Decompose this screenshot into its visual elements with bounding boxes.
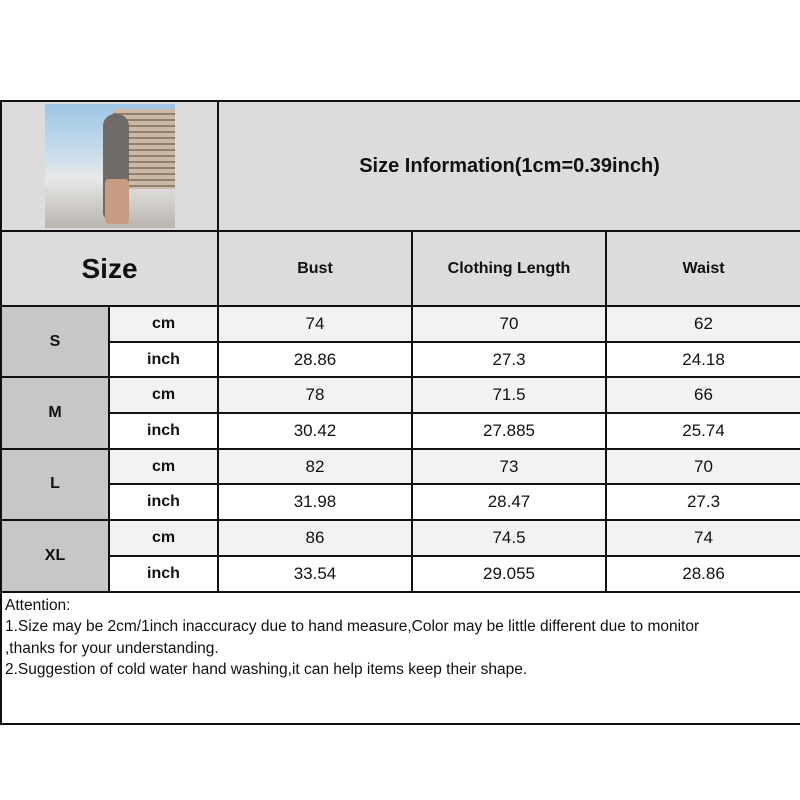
attention-line: Attention: (5, 596, 71, 614)
measurement-cell: 29.055 (411, 554, 607, 593)
size-chart-table: Size Information(1cm=0.39inch) Size Bust… (0, 100, 800, 725)
attention-line: 1.Size may be 2cm/1inch inaccuracy due t… (5, 618, 700, 635)
unit-label: cm (108, 447, 219, 486)
measurement-cell: 33.54 (217, 554, 413, 593)
measurement-cell: 73 (411, 447, 607, 486)
attention-line: 2.Suggestion of cold water hand washing,… (5, 661, 528, 678)
unit-label: inch (108, 412, 219, 450)
measurement-cell: 27.3 (411, 340, 607, 379)
measurement-cell: 30.42 (217, 412, 413, 450)
unit-label: cm (108, 376, 219, 415)
table-row: XL cm 86 74.5 74 (0, 519, 800, 593)
measurement-cell: 78 (217, 376, 413, 415)
unit-label: inch (108, 340, 219, 379)
column-header-clothing-length: Clothing Length (411, 230, 607, 307)
measurement-cell: 27.3 (604, 483, 800, 522)
measurement-cell: 74.5 (411, 519, 607, 557)
unit-label: inch (108, 483, 219, 522)
measurement-cell: 25.74 (604, 412, 800, 450)
measurement-cell: 28.47 (411, 483, 607, 522)
column-header-bust: Bust (217, 230, 413, 307)
size-label: S (0, 304, 110, 379)
size-label: M (0, 376, 110, 450)
table-row: inch 31.98 28.47 27.3 (1, 483, 800, 522)
product-photo-cell (0, 100, 219, 232)
measurement-cell: 86 (217, 519, 413, 557)
measurement-cell: 70 (411, 305, 607, 343)
size-label: L (0, 447, 110, 522)
measurement-cell: 71.5 (411, 376, 607, 415)
chart-title: Size Information(1cm=0.39inch) (216, 100, 800, 232)
measurement-cell: 62 (604, 305, 800, 343)
unit-label: cm (108, 519, 219, 557)
measurement-cell: 74 (217, 305, 413, 343)
measurement-cell: 28.86 (217, 340, 413, 379)
size-header: Size (0, 230, 219, 307)
measurement-cell: 70 (604, 447, 800, 486)
measurement-cell: 24.18 (604, 340, 800, 379)
table-row: inch 30.42 27.885 25.74 (1, 412, 800, 450)
measurement-cell: 66 (604, 376, 800, 415)
measurement-cell: 74 (604, 519, 800, 557)
table-row: inch 28.86 27.3 24.18 (1, 340, 800, 379)
column-header-waist: Waist (604, 230, 800, 307)
measurement-cell: 27.885 (411, 412, 607, 450)
product-photo (44, 104, 175, 228)
attention-notes: Attention: 1.Size may be 2cm/1inch inacc… (0, 590, 800, 725)
size-label: XL (0, 519, 110, 593)
attention-line: ,thanks for your understanding. (5, 639, 219, 657)
unit-label: inch (108, 554, 219, 593)
measurement-cell: 82 (217, 447, 413, 486)
unit-label: cm (108, 305, 219, 343)
measurement-cell: 31.98 (217, 483, 413, 522)
measurement-cell: 28.86 (604, 554, 800, 593)
table-row: inch 33.54 29.055 28.86 (1, 554, 800, 593)
